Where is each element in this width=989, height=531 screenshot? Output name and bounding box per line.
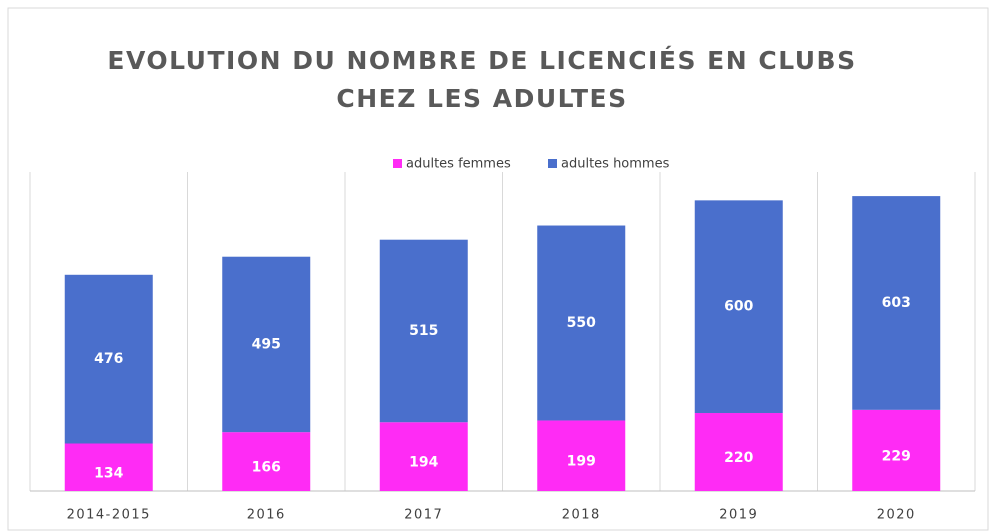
bar-segment bbox=[694, 413, 783, 491]
data-label: 229 bbox=[882, 448, 911, 464]
data-label: 476 bbox=[94, 351, 123, 367]
data-label: 550 bbox=[567, 315, 596, 331]
legend-label: adultes femmes bbox=[406, 157, 511, 172]
x-tick-label: 2016 bbox=[247, 508, 286, 523]
x-tick-label: 2019 bbox=[719, 508, 758, 523]
bar-segment bbox=[379, 239, 468, 423]
data-label: 600 bbox=[724, 299, 753, 315]
bar-segment bbox=[222, 432, 311, 491]
x-tick-label: 2017 bbox=[404, 508, 443, 523]
bar-segment bbox=[852, 409, 941, 491]
legend-swatch bbox=[548, 159, 557, 168]
bar-segment bbox=[694, 200, 783, 414]
data-label: 194 bbox=[409, 455, 438, 471]
x-tick-label: 2020 bbox=[877, 508, 916, 523]
data-label: 199 bbox=[567, 454, 596, 470]
data-label: 220 bbox=[724, 450, 753, 466]
chart-title: CHEZ LES ADULTES bbox=[336, 84, 627, 113]
data-label: 603 bbox=[882, 295, 911, 311]
legend-swatch bbox=[393, 159, 402, 168]
data-label: 166 bbox=[252, 460, 281, 476]
bar-segment bbox=[222, 256, 311, 433]
chart-border bbox=[7, 7, 989, 531]
bar-segment bbox=[64, 443, 153, 491]
data-label: 515 bbox=[409, 323, 438, 339]
bar-segment bbox=[64, 274, 153, 444]
bar-segment bbox=[379, 422, 468, 491]
legend-label: adultes hommes bbox=[561, 157, 670, 172]
bar-segment bbox=[537, 420, 626, 491]
bar-segment bbox=[852, 196, 941, 410]
x-tick-label: 2014-2015 bbox=[67, 508, 151, 523]
bar-segment bbox=[537, 225, 626, 421]
data-label: 134 bbox=[94, 465, 123, 481]
x-tick-label: 2018 bbox=[562, 508, 601, 523]
data-label: 495 bbox=[252, 336, 281, 352]
chart-title: EVOLUTION DU NOMBRE DE LICENCIÉS EN CLUB… bbox=[107, 46, 856, 75]
